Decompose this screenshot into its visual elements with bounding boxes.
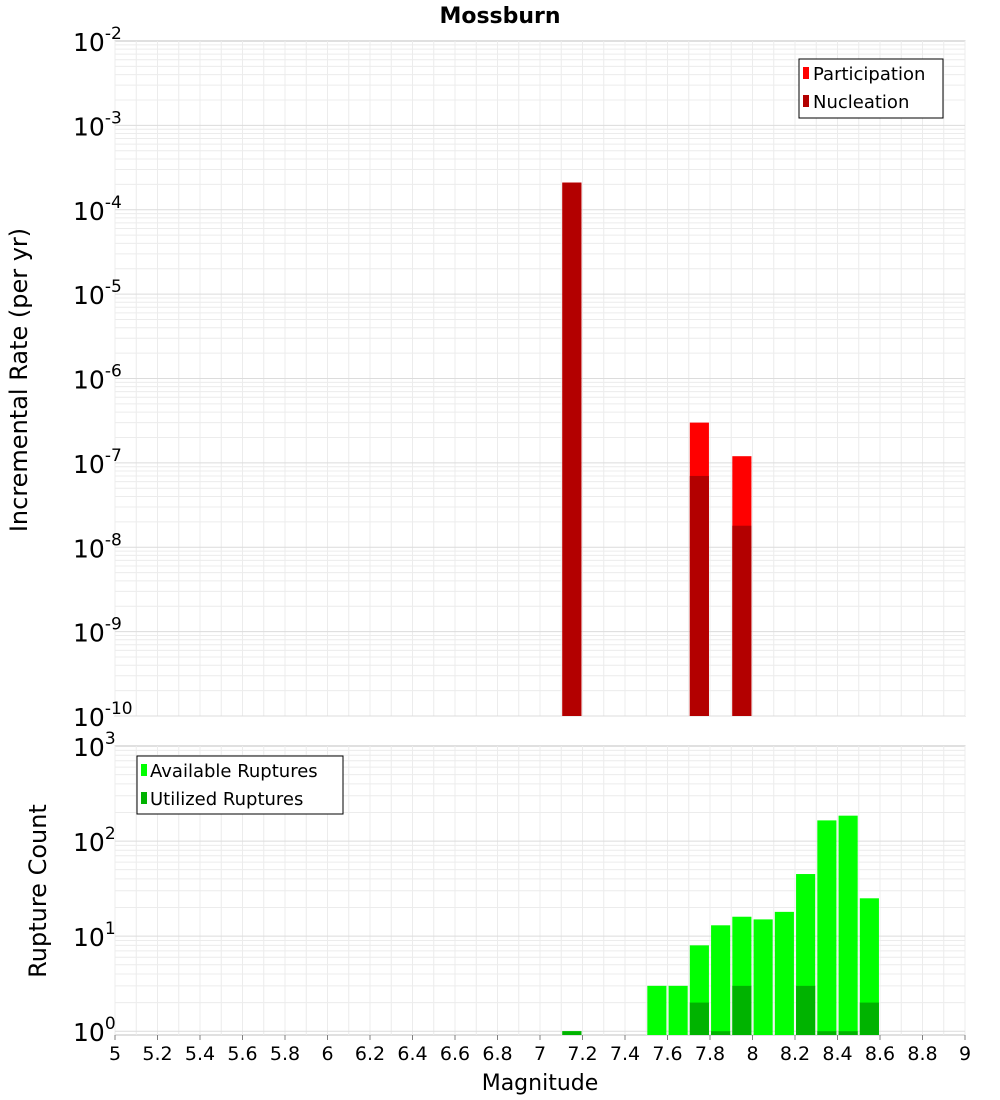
x-tick-label: 8.6 [865,1043,895,1065]
x-tick-label: 6 [321,1043,333,1065]
y-tick-label: 10-2 [73,24,122,57]
bar-utilized-ruptures [732,985,752,1035]
nucleation-legend-label: Nucleation [813,92,909,113]
top-plot-y-label: Incremental Rate (per yr) [5,228,33,532]
bar-available-ruptures [668,985,688,1035]
x-tick-label: 5 [109,1043,121,1065]
chart-title: Mossburn [439,4,560,29]
top-plot-y-ticks: 10-2 10-3 10-4 10-5 10-6 10-7 10-8 10-9 10-10 [73,24,133,732]
bar-nucleation [689,475,709,716]
x-tick-label: 7.8 [695,1043,725,1065]
bar-nucleation [732,525,752,716]
y-tick-label: 10-10 [73,699,133,732]
x-tick-label: 5.8 [270,1043,300,1065]
bottom-plot-bars [562,815,879,1035]
y-tick-label: 10-6 [73,362,122,395]
participation-legend-swatch [803,67,809,79]
y-tick-label: 101 [73,919,116,952]
top-plot-grid [114,41,966,717]
bottom-plot-legend: Available Ruptures Utilized Ruptures [136,755,344,815]
y-tick-label: 100 [73,1014,116,1047]
bar-utilized-ruptures [711,1031,731,1035]
top-plot-legend: Participation Nucleation [798,58,944,119]
bar-utilized-ruptures [689,1002,709,1035]
bar-nucleation [562,182,582,716]
bar-available-ruptures [647,985,667,1035]
y-tick-label: 10-8 [73,530,122,563]
bottom-plot-y-label: Rupture Count [24,804,52,978]
y-tick-label: 10-7 [73,446,122,479]
x-tick-label: 6.4 [397,1043,427,1065]
bar-utilized-ruptures [838,1031,858,1035]
x-tick-label: 7.4 [610,1043,640,1065]
utilized-legend-label: Utilized Ruptures [150,789,303,810]
x-tick-label: 5.6 [227,1043,257,1065]
x-tick-label: 8.2 [780,1043,810,1065]
x-tick-label: 6.6 [440,1043,470,1065]
bottom-plot-y-ticks: 103 102 101 100 [73,729,116,1047]
y-tick-label: 10-4 [73,193,122,226]
bar-available-ruptures [838,815,858,1035]
bar-available-ruptures [753,919,773,1035]
bar-available-ruptures [859,898,879,1035]
x-tick-label: 5.4 [185,1043,215,1065]
x-tick-label: 9 [959,1043,971,1065]
x-tick-label: 7.2 [567,1043,597,1065]
nucleation-legend-swatch [803,95,809,107]
x-tick-label: 8.4 [822,1043,852,1065]
participation-legend-label: Participation [813,64,925,85]
utilized-legend-swatch [141,792,147,804]
bar-available-ruptures [774,911,794,1035]
x-tick-label: 6.8 [482,1043,512,1065]
x-tick-label: 8.8 [907,1043,937,1065]
bar-utilized-ruptures [817,1031,837,1035]
bar-available-ruptures [817,820,837,1035]
available-legend-label: Available Ruptures [150,761,318,782]
bottom-legend-box [136,755,344,815]
bar-utilized-ruptures [562,1031,582,1035]
x-tick-label: 7.6 [652,1043,682,1065]
top-plot-bars [562,182,752,716]
available-legend-swatch [141,764,147,776]
y-tick-label: 102 [73,824,116,857]
top-legend-box [798,58,944,119]
y-tick-label: 10-9 [73,615,122,648]
bar-utilized-ruptures [796,985,816,1035]
bar-available-ruptures [711,925,731,1035]
y-tick-label: 10-3 [73,108,122,141]
x-tick-label: 7 [534,1043,546,1065]
rupture-count-plot: 103 102 101 100 Rupture Count Available Rup… [24,729,966,1047]
participation-plot: 10-2 10-3 10-4 10-5 10-6 10-7 10-8 10-9 10-10 In… [5,24,966,732]
x-tick-label: 6.2 [355,1043,385,1065]
x-tick-label: 8 [746,1043,758,1065]
y-tick-label: 103 [73,729,116,762]
bar-utilized-ruptures [859,1002,879,1035]
x-axis-label: Magnitude [482,1071,599,1096]
x-axis-ticks: 5 5.2 5.4 5.6 5.8 6 6.2 6.4 6.6 6.8 7 7.2 7.4 7.6 7.8 8… [109,1035,971,1065]
x-tick-label: 5.2 [142,1043,172,1065]
y-tick-label: 10-5 [73,277,122,310]
